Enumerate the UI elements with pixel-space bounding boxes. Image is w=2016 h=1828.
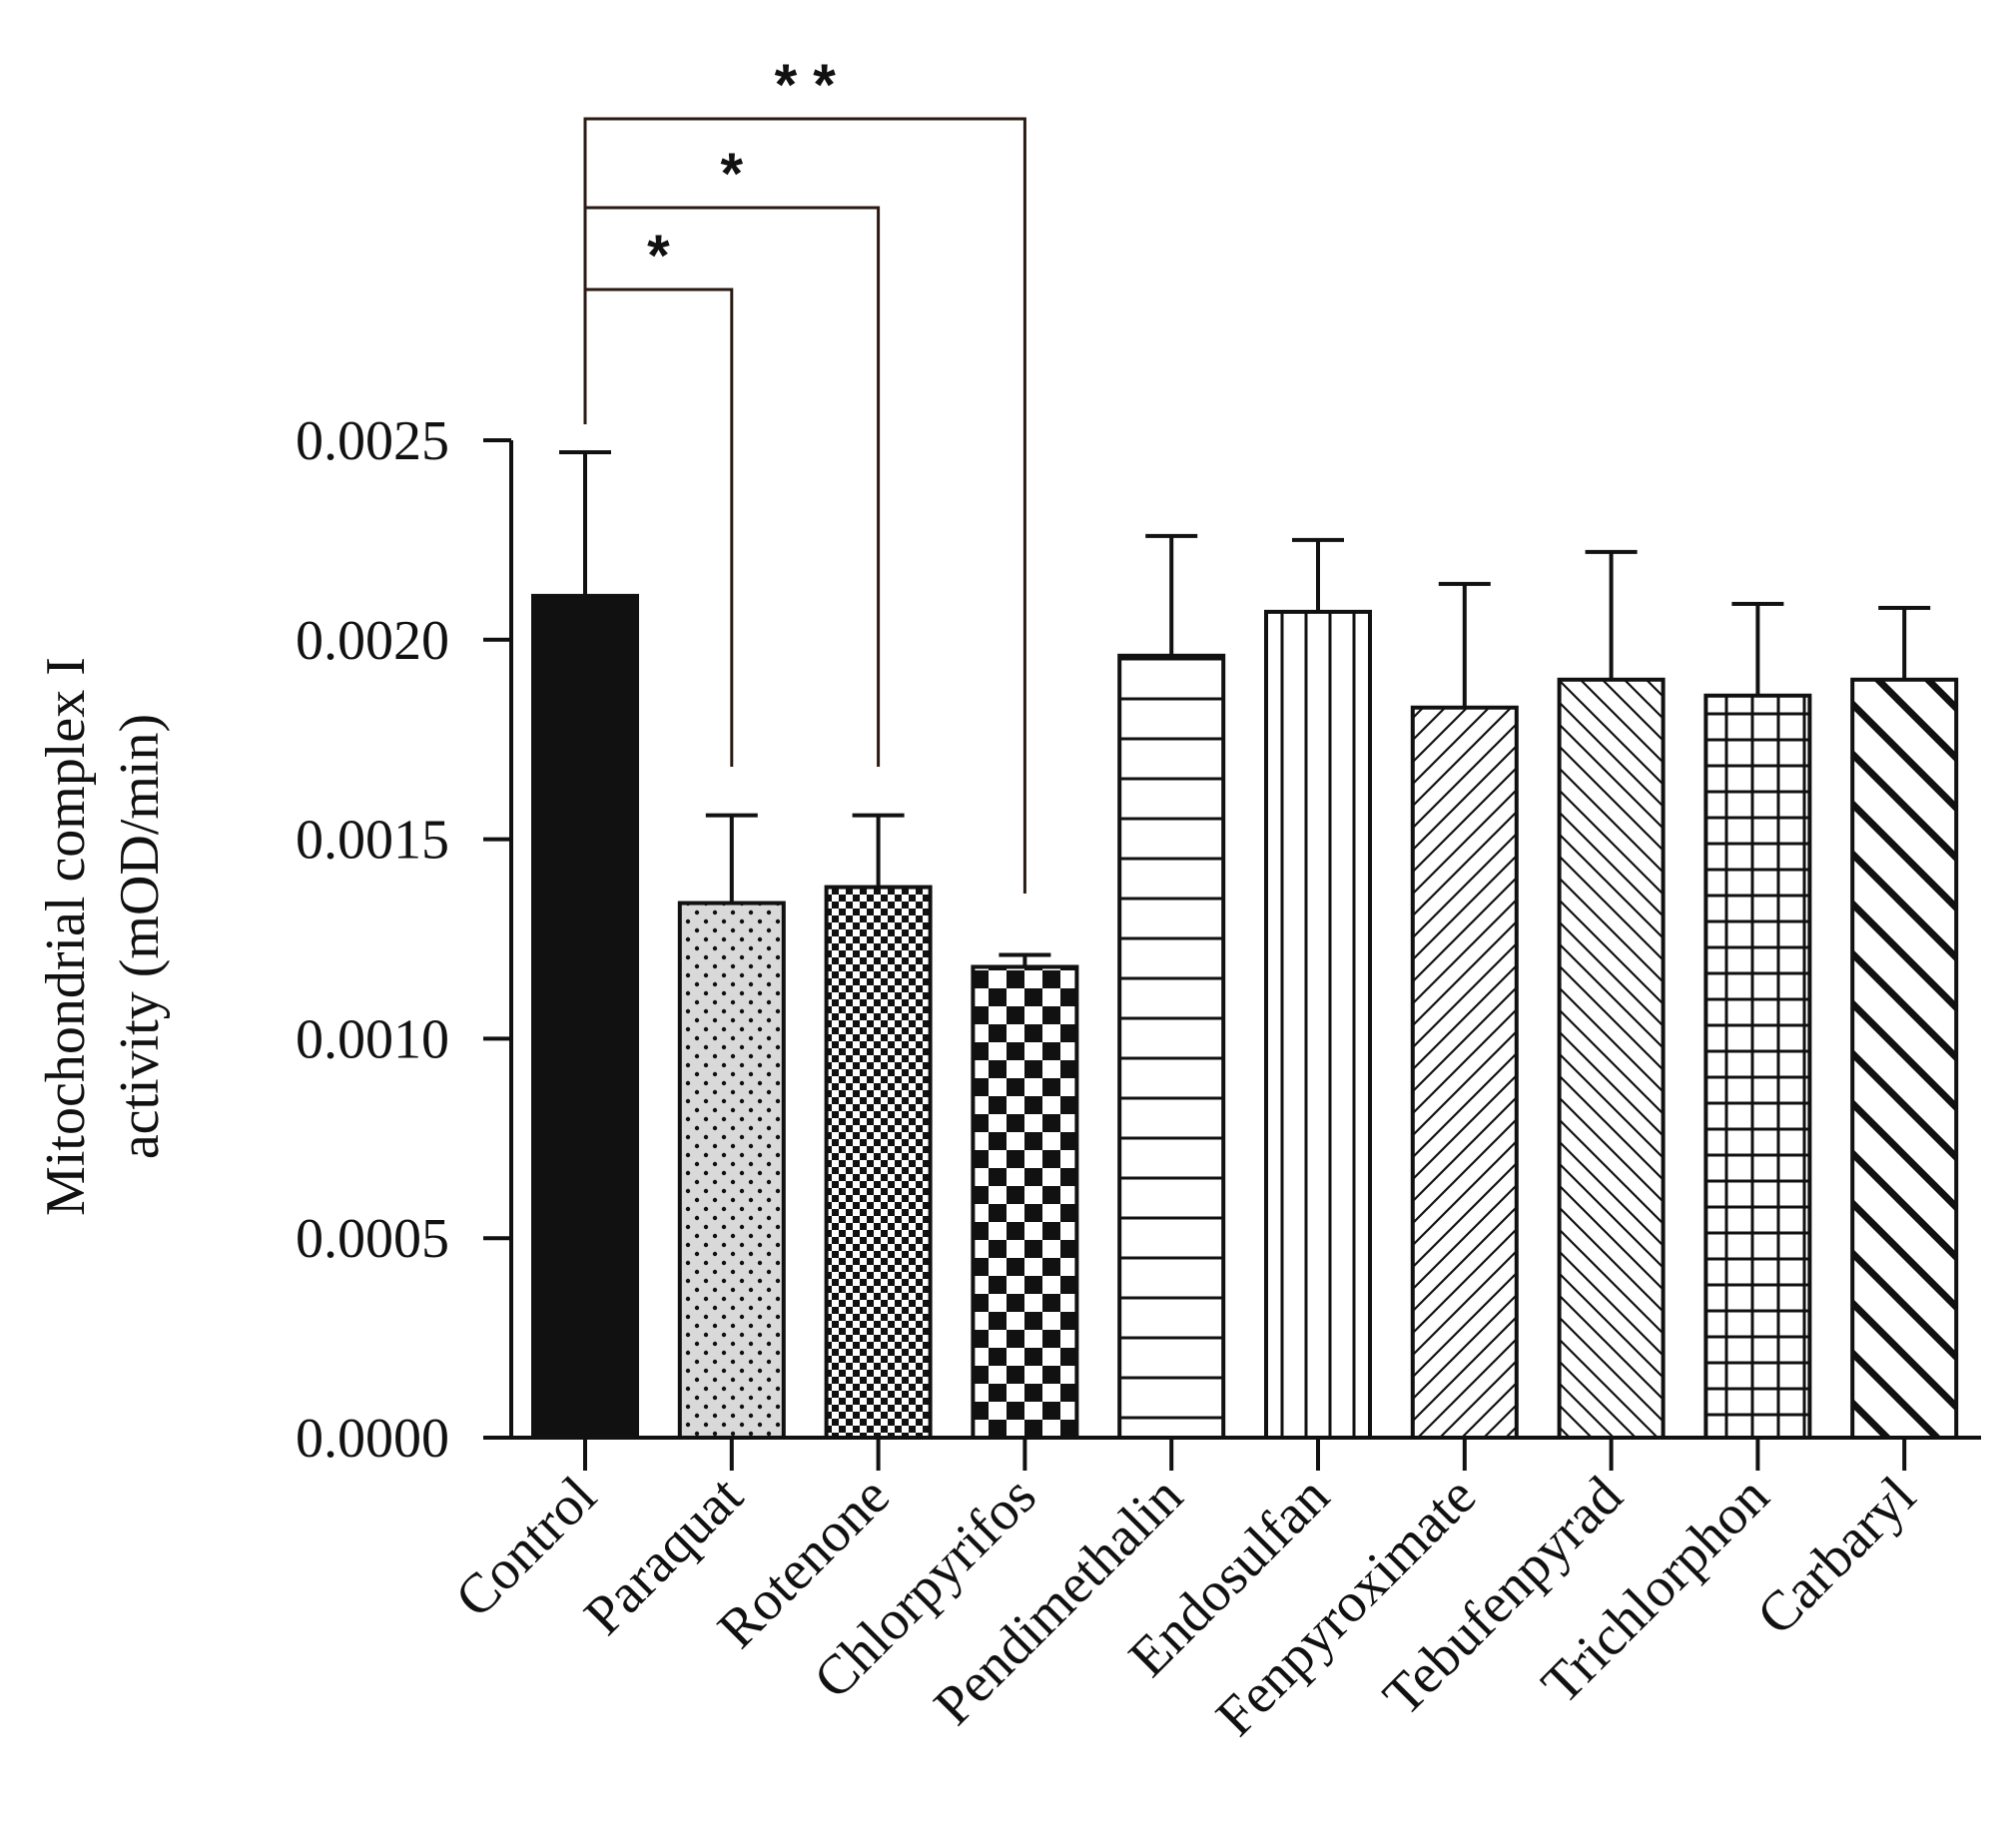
significance-label-chlorpyrifos: * *	[775, 53, 837, 118]
significance-label-paraquat: *	[647, 224, 670, 289]
x-tick-label-fenpyroximate: Fenpyroximate	[1204, 1465, 1488, 1748]
x-tick-label-carbaryl: Carbaryl	[1745, 1465, 1927, 1646]
y-axis-title-line-2: activity (mOD/min)	[109, 714, 171, 1159]
bar-trichlorphon	[1703, 693, 1812, 1440]
bar-carbaryl	[1850, 677, 1959, 1440]
y-tick-labels: 0.0000 0.0005 0.0010 0.0015 0.0020 0.0025	[296, 410, 449, 1470]
bar-group-tebufenpyrad	[1557, 549, 1666, 1440]
y-tick-label: 0.0000	[296, 1408, 449, 1470]
bar-group-chlorpyrifos	[971, 952, 1079, 1440]
y-tick-label: 0.0005	[296, 1208, 449, 1270]
bars	[531, 449, 1959, 1440]
bracket-line-chlorpyrifos	[583, 117, 1026, 894]
x-tick-labels: ControlParaquatRotenoneChlorpyrifosPendi…	[443, 1465, 1927, 1748]
y-tick-label: 0.0010	[296, 1008, 449, 1070]
axes	[483, 438, 1981, 1471]
bar-fenpyroximate	[1410, 705, 1519, 1440]
bar-chlorpyrifos	[971, 964, 1079, 1440]
significance-label-rotenone: *	[721, 142, 744, 207]
significance-brackets: * * * *	[583, 53, 1026, 894]
bar-group-trichlorphon	[1703, 601, 1812, 1440]
bar-group-pendimethalin	[1117, 533, 1226, 1440]
bar-group-endosulfan	[1264, 537, 1372, 1440]
bar-rotenone	[824, 885, 933, 1440]
bar-tebufenpyrad	[1557, 677, 1666, 1440]
bar-group-paraquat	[677, 813, 786, 1440]
y-axis-title-line-1: Mitochondrial complex I	[35, 657, 97, 1216]
bar-group-carbaryl	[1850, 605, 1959, 1440]
y-axis-title: Mitochondrial complex I activity (mOD/mi…	[35, 657, 171, 1216]
y-tick-label: 0.0020	[296, 610, 449, 672]
bar-group-rotenone	[824, 813, 933, 1440]
bar-group-fenpyroximate	[1410, 581, 1519, 1440]
bar-pendimethalin	[1117, 653, 1226, 1440]
bar-group-control	[531, 449, 639, 1440]
bar-control	[531, 593, 639, 1440]
y-tick-label: 0.0015	[296, 810, 449, 872]
bar-endosulfan	[1264, 609, 1372, 1440]
y-tick-label: 0.0025	[296, 410, 449, 472]
bar-paraquat	[677, 901, 786, 1440]
significance-bracket-chlorpyrifos: * *	[583, 53, 1026, 894]
